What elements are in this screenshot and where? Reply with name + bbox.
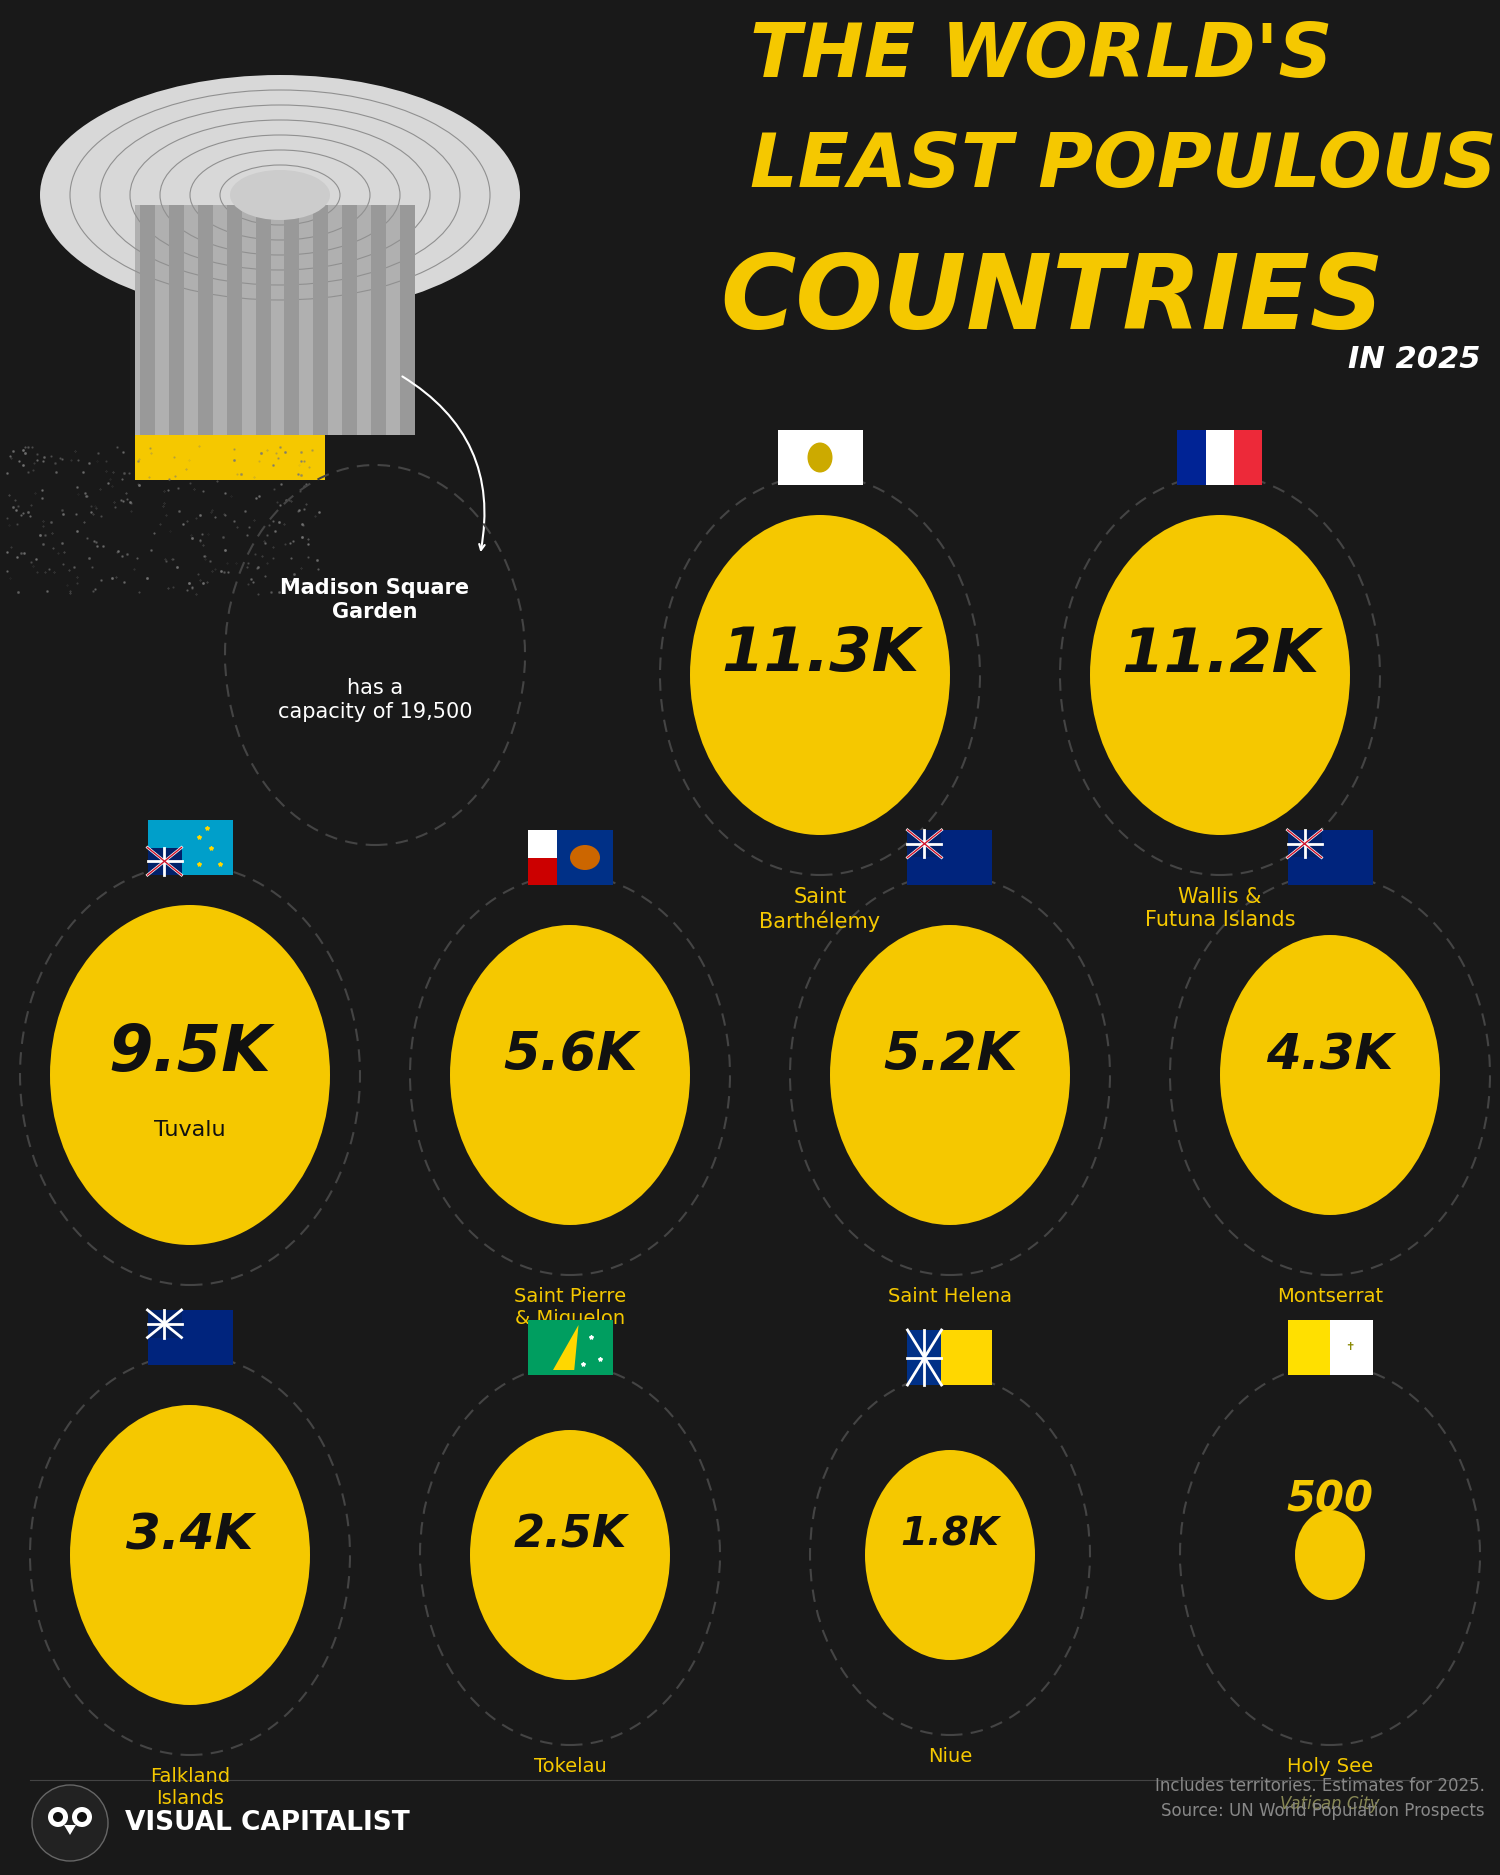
Bar — [147, 1311, 232, 1365]
Text: THE WORLD'S: THE WORLD'S — [750, 21, 1332, 94]
Ellipse shape — [690, 516, 950, 834]
Text: Madison Square
Garden: Madison Square Garden — [280, 578, 470, 622]
Text: Tuvalu: Tuvalu — [154, 1119, 226, 1140]
Bar — [1178, 429, 1206, 486]
Ellipse shape — [1220, 936, 1440, 1215]
Bar — [198, 204, 213, 435]
Ellipse shape — [230, 171, 330, 219]
Text: Holy See: Holy See — [1287, 1757, 1372, 1776]
Ellipse shape — [1294, 1509, 1365, 1599]
Text: 11.2K: 11.2K — [1120, 626, 1318, 684]
Bar — [908, 1329, 993, 1386]
Circle shape — [48, 1808, 68, 1826]
Bar — [226, 204, 242, 435]
Bar — [1330, 1320, 1372, 1374]
Bar — [140, 204, 154, 435]
Text: Saint
Barthélemy: Saint Barthélemy — [759, 887, 880, 932]
Text: 1.8K: 1.8K — [900, 1517, 999, 1554]
Ellipse shape — [50, 906, 330, 1245]
Bar — [147, 819, 232, 876]
Text: Saint Helena: Saint Helena — [888, 1286, 1013, 1307]
Bar — [314, 204, 328, 435]
Text: Niue: Niue — [928, 1748, 972, 1766]
Text: 3.4K: 3.4K — [126, 1511, 254, 1558]
Text: LEAST POPULOUS: LEAST POPULOUS — [750, 129, 1497, 202]
Text: 4.3K: 4.3K — [1266, 1031, 1394, 1078]
Bar — [1287, 1320, 1330, 1374]
Text: VISUAL CAPITALIST: VISUAL CAPITALIST — [124, 1809, 410, 1836]
Bar — [342, 204, 357, 435]
Bar — [528, 1320, 612, 1374]
Ellipse shape — [40, 75, 520, 315]
Bar — [528, 857, 558, 885]
Bar — [528, 831, 612, 885]
Bar — [285, 204, 300, 435]
Circle shape — [76, 1811, 87, 1822]
Text: COUNTRIES: COUNTRIES — [720, 249, 1384, 351]
Bar — [255, 204, 270, 435]
Bar — [528, 831, 558, 885]
Bar — [135, 120, 326, 480]
Bar — [908, 831, 942, 857]
Text: Montserrat: Montserrat — [1276, 1286, 1383, 1307]
Text: IN 2025: IN 2025 — [1347, 345, 1480, 373]
Text: Vatican City: Vatican City — [1280, 1794, 1380, 1813]
Bar — [908, 831, 993, 885]
Text: ✝: ✝ — [1346, 1342, 1354, 1352]
Text: Includes territories. Estimates for 2025.
Source: UN World Population Prospects: Includes territories. Estimates for 2025… — [1155, 1778, 1485, 1821]
Ellipse shape — [1090, 516, 1350, 834]
Ellipse shape — [830, 924, 1070, 1224]
Text: has a
capacity of 19,500: has a capacity of 19,500 — [278, 679, 472, 722]
Bar — [908, 1329, 942, 1386]
Bar — [370, 204, 386, 435]
Bar — [147, 1311, 182, 1337]
Polygon shape — [64, 1824, 76, 1836]
Bar — [1206, 429, 1234, 486]
Text: 5.6K: 5.6K — [503, 1029, 638, 1082]
Circle shape — [53, 1811, 63, 1822]
Ellipse shape — [70, 1404, 310, 1704]
Bar — [400, 204, 416, 435]
Bar — [1287, 831, 1322, 857]
Ellipse shape — [865, 1449, 1035, 1659]
Text: Wallis &
Futuna Islands: Wallis & Futuna Islands — [1144, 887, 1294, 930]
Text: 11.3K: 11.3K — [722, 626, 920, 684]
Ellipse shape — [450, 924, 690, 1224]
Bar — [147, 848, 182, 876]
Text: Saint Pierre
& Miquelon: Saint Pierre & Miquelon — [514, 1286, 625, 1327]
Bar — [135, 204, 416, 435]
Bar — [170, 204, 184, 435]
Text: 5.2K: 5.2K — [884, 1029, 1017, 1082]
Polygon shape — [554, 1326, 579, 1371]
Text: 9.5K: 9.5K — [108, 1022, 272, 1084]
Bar — [1234, 429, 1263, 486]
Text: Tokelau: Tokelau — [534, 1757, 606, 1776]
Ellipse shape — [570, 846, 600, 870]
Bar — [777, 429, 862, 486]
Text: Falkland
Islands: Falkland Islands — [150, 1766, 230, 1808]
Circle shape — [32, 1785, 108, 1862]
Bar — [1287, 831, 1372, 885]
Circle shape — [72, 1808, 92, 1826]
Ellipse shape — [470, 1431, 670, 1680]
Ellipse shape — [807, 442, 832, 472]
Text: 2.5K: 2.5K — [513, 1513, 627, 1556]
Text: 500: 500 — [1287, 1479, 1374, 1521]
